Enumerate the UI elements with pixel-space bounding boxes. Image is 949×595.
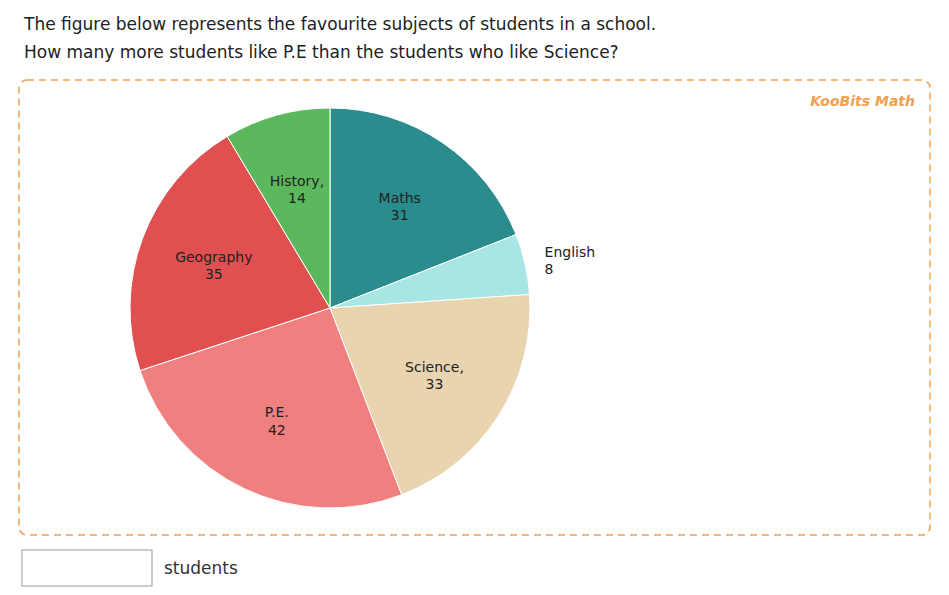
data-label: Science,33: [405, 359, 464, 393]
chart-svg: The figure below represents the favourit…: [0, 0, 949, 595]
data-label-value: 8: [545, 261, 554, 277]
data-label: Maths31: [379, 190, 421, 224]
data-label: P.E. 42: [265, 404, 289, 438]
answer-box: [22, 550, 152, 586]
data-label-value: 14: [288, 190, 306, 206]
data-label: Geography35: [175, 249, 252, 282]
border: [19, 80, 930, 535]
watermark: KooBits Math: [810, 93, 915, 109]
answer-label: students: [164, 558, 238, 578]
pie: [130, 108, 530, 508]
title: The figure below represents the favourit…: [23, 14, 656, 34]
data-label-value: 31: [391, 207, 409, 223]
data-label-value: 33: [426, 376, 444, 392]
slice: [227, 108, 330, 308]
data-label-category: Maths: [379, 190, 421, 206]
data-label-category: Science,: [405, 359, 464, 375]
data-label: History,14: [270, 173, 324, 207]
data-label-value: 35: [205, 266, 223, 282]
data-label-value: 42: [268, 422, 286, 438]
data-label-category: Geography: [175, 249, 252, 265]
data-label-category: P.E.: [265, 404, 289, 420]
data-label-category: History,: [270, 173, 324, 189]
subtitle: How many more students like P.E than the…: [24, 42, 619, 62]
data-label: English8: [545, 244, 596, 277]
data-label-category: English: [545, 244, 596, 260]
data-labels: Maths31 English8 Science,33 P.E. 42 Geography…: [175, 173, 595, 438]
